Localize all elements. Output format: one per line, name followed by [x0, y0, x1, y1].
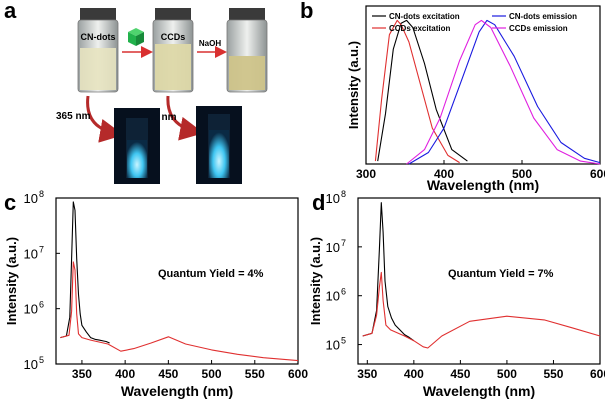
legend-text-1: CN-dots excitation	[389, 12, 460, 21]
chart-b-frame	[365, 5, 601, 165]
chart-d-ytick-label: 10	[326, 338, 340, 353]
chart-c-ytick-label: 10	[24, 191, 38, 206]
chart-d-ytick-exponent: 5	[341, 336, 346, 346]
uv-arrow-2	[166, 95, 204, 141]
chart-d-annotation: Quantum Yield = 7%	[448, 268, 554, 280]
chart-c-ytick-exponent: 6	[39, 300, 44, 310]
legend-text-3: CN-dots emission	[509, 12, 577, 21]
chart-b-series-1	[374, 19, 460, 164]
legend-text-2: CCDs excitation	[389, 24, 450, 33]
chart-d-xtick-label: 450	[450, 367, 470, 381]
chart-c-series-0	[60, 201, 110, 344]
chart-d-xtick-label: 600	[590, 367, 605, 381]
chart-c-xtick-label: 450	[158, 367, 178, 381]
cuvette-uv-2	[196, 106, 242, 184]
vial-label-2: CCDs	[161, 32, 186, 42]
chart-c-xtick-label: 350	[72, 367, 92, 381]
chart-d-ytick-label: 10	[326, 289, 340, 304]
legend-text-4: CCDs emission	[509, 24, 568, 33]
chart-b-series-2	[408, 19, 601, 165]
chart-d-ytick-exponent: 7	[341, 238, 346, 248]
naoh-label: NaOH	[199, 39, 221, 48]
chart-b-xtick-label: 500	[512, 167, 532, 181]
chart-b-xtick-label: 600	[590, 167, 605, 181]
chart-d-xtick-label: 400	[404, 367, 424, 381]
chart-d-ytick-label: 10	[326, 240, 340, 255]
panel-letter-d: d	[312, 190, 326, 215]
panel-letter-c: c	[4, 190, 17, 215]
chart-c-xtick-label: 600	[288, 367, 308, 381]
chart-d-xtick-label: 550	[543, 367, 563, 381]
chart-b-ylabel: Intensity (a.u.)	[346, 41, 361, 129]
chart-d-ytick-exponent: 6	[341, 287, 346, 297]
chart-c-ytick-label: 10	[24, 302, 38, 317]
chart-c-ytick-exponent: 8	[39, 189, 44, 199]
chart-c-xtick-label: 550	[245, 367, 265, 381]
chart-b-legend: CN-dots excitation CCDs excitation CN-do…	[372, 12, 577, 33]
chart-c-ytick-label: 10	[24, 357, 38, 372]
uv-label-1: 365 nm	[56, 111, 91, 122]
chart-c-xtick-label: 400	[115, 367, 135, 381]
chart-c-frame	[55, 197, 299, 365]
chart-c-xlabel: Wavelength (nm)	[121, 383, 233, 399]
cuvette-uv-1	[114, 108, 160, 184]
reagent-cube-icon	[128, 28, 144, 46]
chart-d-ytick-exponent: 8	[341, 189, 346, 199]
panel-letter-b: b	[300, 0, 314, 23]
chart-d-series-1	[362, 271, 601, 349]
chart-d-frame	[357, 197, 601, 365]
chart-b-xlabel: Wavelength (nm)	[427, 177, 539, 193]
chart-d-xtick-label: 500	[497, 367, 517, 381]
chart-d-ytick-label: 10	[326, 191, 340, 206]
chart-c-xtick-label: 500	[202, 367, 222, 381]
uv-arrow-1	[86, 95, 124, 143]
chart-b-xtick-label: 300	[356, 167, 376, 181]
chart-c-series-1	[60, 261, 299, 362]
chart-d-xtick-label: 350	[357, 367, 377, 381]
chart-b-series-0	[377, 19, 468, 162]
chart-c-ytick-label: 10	[24, 246, 38, 261]
chart-c-annotation: Quantum Yield = 4%	[158, 268, 264, 280]
chart-c-ytick-exponent: 7	[39, 244, 44, 254]
vial-cn-dots	[77, 8, 119, 93]
vial-ccds	[152, 8, 194, 93]
chart-b: 300 400 500 600 CN-dots excitation CCDs exc…	[346, 5, 605, 193]
panel-a-illustration: CN-dots CCDs NaOH 365 nm 365 nm	[56, 8, 268, 184]
chart-d-ylabel: Intensity (a.u.)	[308, 237, 323, 325]
panel-letter-a: a	[4, 0, 17, 23]
chart-b-xtick-label: 400	[434, 167, 454, 181]
chart-d-xlabel: Wavelength (nm)	[423, 383, 535, 399]
chart-b-series-3	[406, 19, 601, 165]
vial-ccds-naoh	[226, 8, 268, 93]
vial-label-1: CN-dots	[81, 32, 116, 42]
chart-c-ytick-exponent: 5	[39, 355, 44, 365]
chart-d-series-0	[362, 202, 415, 342]
chart-c-ylabel: Intensity (a.u.)	[4, 237, 19, 325]
